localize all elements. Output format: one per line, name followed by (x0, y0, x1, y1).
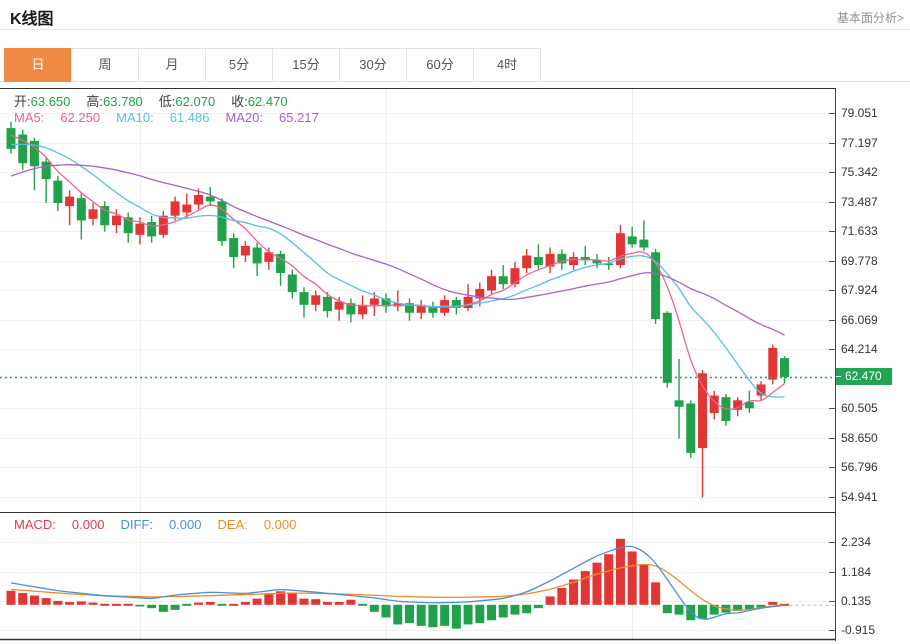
y-axis-label: 64.214 (841, 342, 878, 357)
y-axis-label: 75.342 (841, 165, 878, 180)
legend-value: 61.486 (169, 110, 210, 125)
macd-legend: MACD: 0.000 DIFF: 0.000 DEA: 0.000 (14, 517, 312, 532)
y-axis-label: 1.184 (841, 564, 872, 579)
tab-2[interactable]: 月 (138, 48, 206, 82)
tab-1[interactable]: 周 (71, 48, 139, 82)
legend-value: 63.780 (103, 94, 143, 109)
legend-label: 收: (231, 94, 248, 109)
tab-5[interactable]: 30分 (339, 48, 407, 82)
y-axis-label: 58.650 (841, 430, 878, 445)
legend-value: 62.470 (247, 94, 288, 109)
y-axis-label: 73.487 (841, 194, 878, 209)
y-axis-label: 66.069 (841, 312, 878, 327)
y-axis-label: 0.135 (841, 594, 872, 608)
y-axis-label: -0.915 (841, 623, 876, 638)
tab-7[interactable]: 4时 (473, 48, 541, 82)
y-axis-label: 79.051 (841, 106, 878, 120)
legend-label: 开: (14, 94, 31, 109)
legend-label: MACD: (14, 517, 56, 532)
timeframe-tabs: 日周月 5分 15分 30分 60分 4时 (4, 48, 541, 82)
y-axis-label: 71.633 (841, 224, 878, 239)
fundamental-analysis-link[interactable]: 基本面分析> (836, 11, 904, 25)
tab-4[interactable]: 15分 (272, 48, 340, 82)
y-axis-label: 77.197 (841, 135, 878, 150)
legend-label: MA20: (225, 110, 264, 125)
y-axis-label: 67.924 (841, 283, 878, 298)
legend-value: 62.250 (60, 110, 101, 125)
y-axis-label: 54.941 (841, 489, 878, 504)
page-title: K线图 (10, 11, 54, 28)
legend-value: 62.070 (175, 94, 216, 109)
legend-label: 高: (86, 94, 104, 109)
legend-label: DEA: (217, 517, 248, 532)
legend-label: MA10: (116, 110, 154, 125)
legend-label: 低: (158, 94, 176, 109)
ohlc-legend: 开:63.650 高:63.780 低:62.070 收:62.470 (14, 91, 304, 110)
y-axis-label: 60.505 (841, 401, 878, 416)
page-header: K线图 基本面分析> (0, 0, 910, 30)
y-axis-label: 69.778 (841, 253, 878, 268)
y-axis-label: 56.796 (841, 460, 878, 475)
tab-0[interactable]: 日 (4, 48, 72, 82)
tab-3[interactable]: 5分 (205, 48, 273, 82)
ma-legend: MA5: 62.250 MA10: 61.486 MA20: 65.217 (14, 110, 335, 125)
tab-6[interactable]: 60分 (406, 48, 474, 82)
kline-chart-canvas[interactable] (0, 88, 836, 641)
legend-label: MA5: (14, 110, 45, 125)
legend-value: 0.000 (263, 517, 297, 532)
y-axis-label: 2.234 (841, 535, 872, 550)
legend-value: 0.000 (168, 517, 202, 532)
legend-label: DIFF: (120, 517, 153, 532)
legend-value: 65.217 (279, 110, 319, 125)
legend-value: 0.000 (71, 517, 105, 532)
current-price-badge: 62.470 (836, 368, 892, 386)
legend-value: 63.650 (30, 94, 71, 109)
